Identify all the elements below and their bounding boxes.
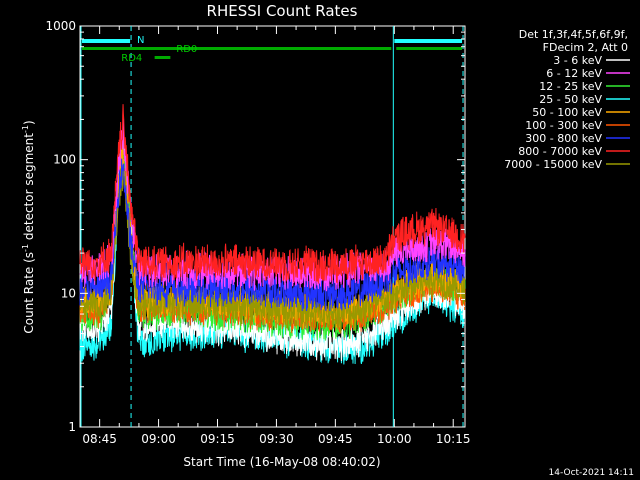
legend: Det 1f,3f,4f,5f,6f,9f, FDecim 2, Att 0 3… [504, 28, 630, 171]
night-bar [82, 39, 131, 43]
night-bar [394, 39, 463, 43]
n-label: N [137, 35, 144, 46]
series-line [79, 164, 466, 333]
chart-title: RHESSI Count Rates [207, 2, 358, 20]
plot-frame [79, 25, 466, 428]
x-tick-label: 09:45 [318, 432, 353, 446]
series-line [79, 104, 466, 284]
series-line [79, 158, 466, 312]
legend-label: 50 - 100 keV [532, 106, 602, 119]
x-tick-label: 09:30 [259, 432, 294, 446]
series-lines [79, 104, 466, 365]
annotation-bars: N RD0 RD4 [82, 35, 463, 64]
legend-header-line1: Det 1f,3f,4f,5f,6f,9f, [519, 28, 628, 41]
legend-label: 6 - 12 keV [546, 67, 602, 80]
legend-label: 800 - 7000 keV [518, 145, 602, 158]
rd4-bar [154, 56, 171, 59]
date-stamp: 14-Oct-2021 14:11 [549, 468, 634, 478]
y-axis-label: Count Rate (s-1 detector segment-1) [21, 120, 36, 333]
legend-label: 7000 - 15000 keV [504, 158, 602, 171]
rd0-label: RD0 [176, 44, 197, 55]
x-tick-label: 10:00 [377, 432, 412, 446]
x-axis-label: Start Time (16-May-08 08:40:02) [183, 455, 380, 469]
rd0-bar [82, 47, 392, 50]
legend-label: 300 - 800 keV [525, 132, 602, 145]
series-line [79, 127, 466, 365]
y-tick-label: 100 [53, 153, 76, 167]
x-tick-label: 09:15 [200, 432, 235, 446]
y-tick-label: 1000 [45, 19, 76, 33]
legend-label: 12 - 25 keV [539, 80, 602, 93]
legend-label: 3 - 6 keV [553, 54, 602, 67]
x-axis-ticks: 08:45 09:00 09:15 09:30 09:45 10:00 10:15 [79, 26, 471, 446]
legend-label: 100 - 300 keV [525, 119, 602, 132]
rd0-bar [396, 47, 463, 50]
y-tick-label: 1 [68, 420, 76, 434]
y-axis-ticks: 1 10 100 1000 [45, 19, 465, 434]
y-tick-label: 10 [61, 286, 76, 300]
legend-label: 25 - 50 keV [539, 93, 602, 106]
x-tick-label: 08:45 [82, 432, 117, 446]
x-tick-label: 09:00 [141, 432, 176, 446]
rd4-label: RD4 [121, 53, 142, 64]
x-tick-label: 10:15 [436, 432, 471, 446]
legend-header-line2: FDecim 2, Att 0 [543, 41, 628, 54]
